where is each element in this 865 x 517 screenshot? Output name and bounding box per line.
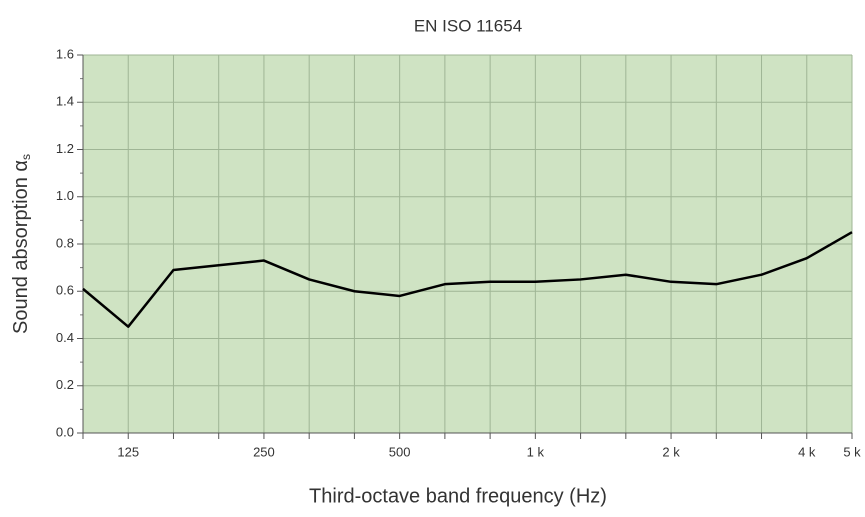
y-tick-label: 0.2 — [56, 377, 74, 392]
x-tick-label: 1 k — [527, 444, 545, 459]
x-tick-label: 5 k — [843, 444, 861, 459]
y-axis-label: Sound absorption αs — [10, 154, 33, 334]
chart-title: EN ISO 11654 — [414, 16, 522, 35]
y-tick-label: 1.2 — [56, 141, 74, 156]
y-tick-label: 1.4 — [56, 94, 74, 109]
x-tick-label: 125 — [117, 444, 139, 459]
y-tick-label: 1.6 — [56, 46, 74, 61]
x-tick-label: 500 — [389, 444, 411, 459]
y-tick-label: 0.8 — [56, 235, 74, 250]
y-axis-label-subscript: s — [19, 154, 33, 160]
y-axis-label-main: Sound absorption α — [10, 160, 32, 334]
x-axis-label: Third-octave band frequency (Hz) — [309, 485, 607, 507]
x-tick-label: 250 — [253, 444, 275, 459]
y-tick-label: 0.6 — [56, 283, 74, 298]
y-tick-label: 0.4 — [56, 330, 74, 345]
y-tick-label: 0.0 — [56, 424, 74, 439]
x-tick-label: 2 k — [662, 444, 680, 459]
x-tick-label: 4 k — [798, 444, 816, 459]
data-line — [82, 231, 853, 328]
y-tick-label: 1.0 — [56, 188, 74, 203]
